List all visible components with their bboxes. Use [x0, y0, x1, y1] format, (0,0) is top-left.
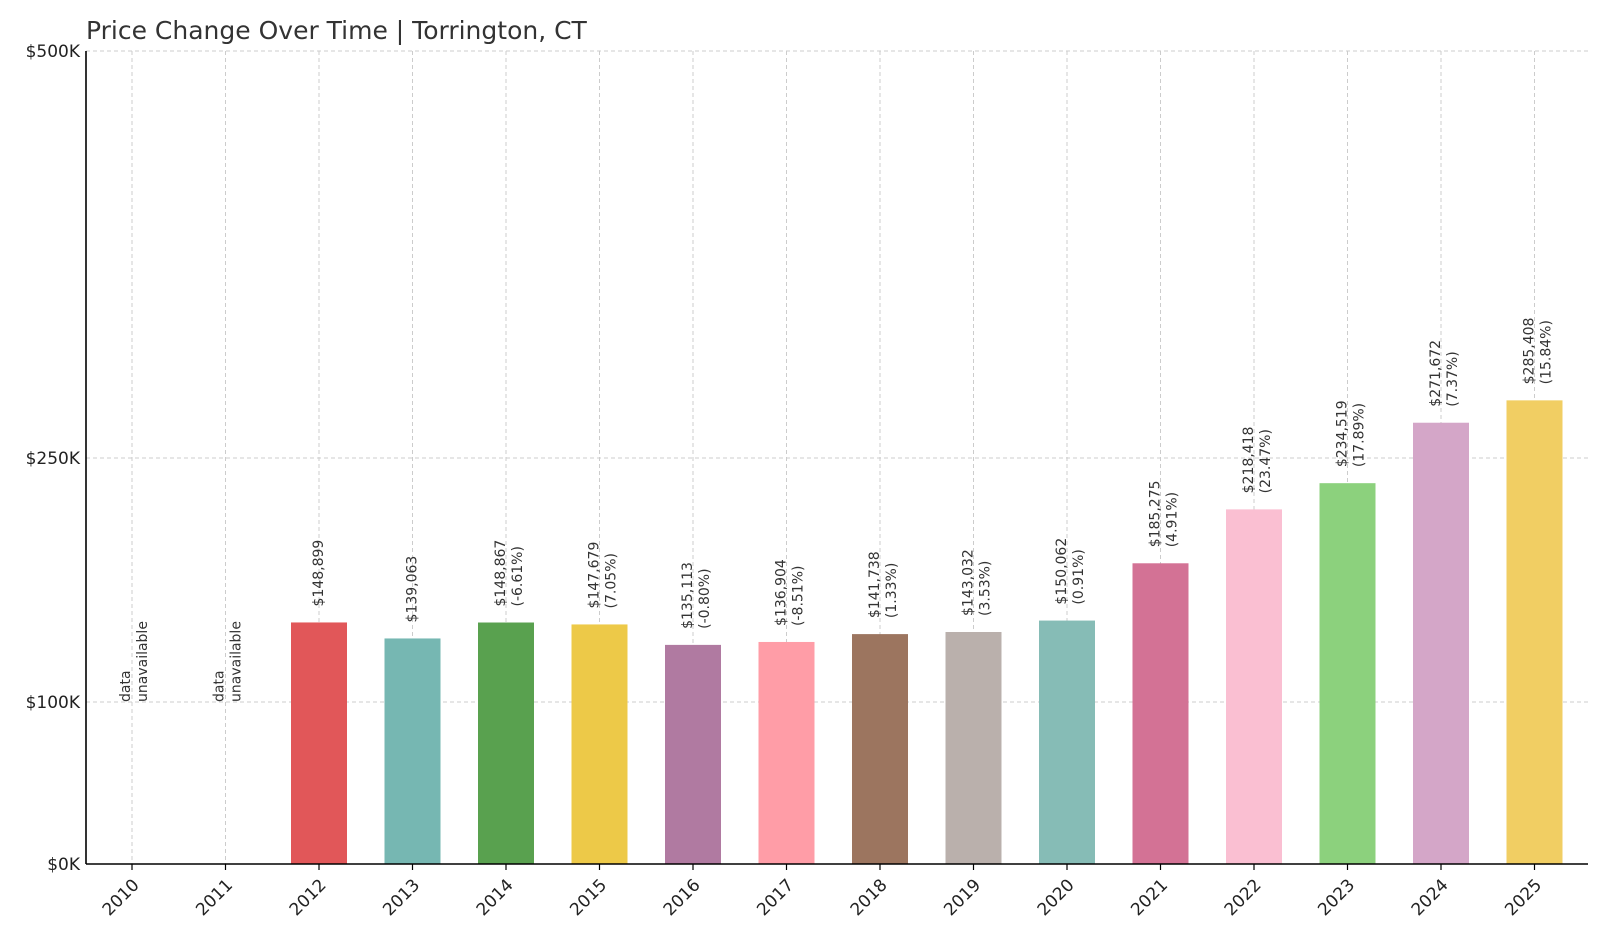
- x-tick-label: 2015: [566, 875, 611, 920]
- value-label: $218,418(23.47%): [1241, 427, 1274, 494]
- x-tick-labels: 2010 2011 2012 2013 2014 2015 2016 2017 2018 2019…: [99, 864, 1546, 920]
- value-label: $271,672(7.37%): [1428, 340, 1461, 407]
- unavailable-label: dataunavailable: [212, 621, 245, 702]
- x-tick-label: 2014: [473, 875, 518, 920]
- bar-2025: [1506, 400, 1563, 864]
- y-tick-label: $250K: [26, 449, 81, 469]
- value-label: $234,519(17.89%): [1335, 400, 1368, 467]
- data-labels: dataunavailable dataunavailable $148,899 $1…: [118, 318, 1555, 702]
- axes: [85, 51, 1588, 865]
- y-tick-label: $500K: [26, 42, 81, 62]
- bar-2014: [478, 622, 534, 864]
- bars: [291, 400, 1563, 864]
- x-tick-label: 2017: [753, 875, 798, 920]
- y-tick-labels: $0K $100K $250K $500K: [26, 42, 81, 875]
- x-tick-label: 2019: [940, 875, 985, 920]
- value-label: $141,738(1.33%): [867, 551, 900, 618]
- bar-2020: [1039, 620, 1095, 864]
- value-label: $148,867(-6.61%): [493, 540, 526, 607]
- value-label: $143,032(3.53%): [961, 549, 994, 616]
- chart-title: Price Change Over Time | Torrington, CT: [86, 16, 588, 45]
- bar-2012: [291, 622, 347, 864]
- bar-2021: [1132, 563, 1189, 864]
- x-tick-label: 2011: [192, 875, 237, 920]
- value-label: $148,899: [311, 540, 327, 607]
- x-tick-label: 2022: [1221, 875, 1266, 920]
- x-tick-label: 2023: [1314, 875, 1359, 920]
- value-label: $139,063: [405, 556, 421, 623]
- value-label: $150,062(0.91%): [1054, 538, 1087, 605]
- bar-2016: [665, 644, 721, 864]
- bar-2022: [1226, 509, 1282, 864]
- bar-2019: [945, 632, 1002, 864]
- x-tick-label: 2020: [1034, 875, 1079, 920]
- value-label: $136,904(-8.51%): [774, 559, 807, 626]
- grid-lines: [86, 50, 1588, 864]
- x-tick-label: 2016: [660, 875, 705, 920]
- bar-2015: [571, 624, 628, 864]
- bar-2024: [1413, 422, 1469, 864]
- y-tick-label: $0K: [47, 855, 81, 875]
- bar-2023: [1319, 483, 1376, 864]
- x-tick-label: 2018: [847, 875, 892, 920]
- x-tick-label: 2021: [1127, 875, 1172, 920]
- y-tick-label: $100K: [26, 693, 81, 713]
- x-tick-label: 2012: [286, 875, 331, 920]
- x-tick-label: 2024: [1408, 875, 1453, 920]
- x-tick-label: 2010: [99, 875, 144, 920]
- x-tick-label: 2013: [379, 875, 424, 920]
- unavailable-label: dataunavailable: [118, 621, 151, 702]
- value-label: $135,113(-0.80%): [680, 562, 713, 629]
- x-tick-label: 2025: [1501, 875, 1546, 920]
- value-label: $185,275(4.91%): [1148, 480, 1181, 547]
- bar-2013: [384, 638, 441, 864]
- bar-2018: [852, 634, 908, 864]
- value-label: $147,679(7.05%): [587, 542, 620, 609]
- bar-2017: [758, 641, 815, 864]
- value-label: $285,408(15.84%): [1522, 318, 1555, 385]
